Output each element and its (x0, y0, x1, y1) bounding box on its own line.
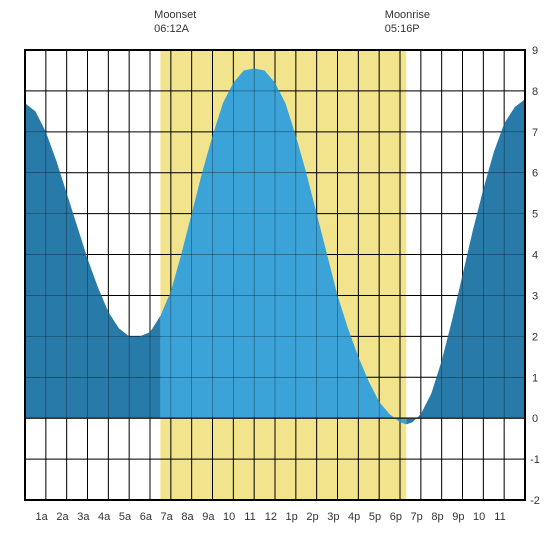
x-tick-label: 1p (286, 511, 298, 523)
x-tick-label: 8a (181, 511, 194, 523)
x-tick-label: 9p (452, 511, 464, 523)
x-tick-label: 4p (348, 511, 360, 523)
moonset-label: Moonset (154, 9, 196, 21)
moonset-time: 06:12A (154, 23, 190, 35)
x-tick-label: 5p (369, 511, 381, 523)
x-tick-label: 10 (223, 511, 235, 523)
y-tick-label: 1 (532, 372, 538, 384)
x-tick-label: 6a (140, 511, 153, 523)
tide-chart: -2-101234567891a2a3a4a5a6a7a8a9a1011121p… (0, 0, 550, 550)
x-tick-label: 9a (202, 511, 215, 523)
y-tick-label: 6 (532, 168, 538, 180)
moonrise-time: 05:16P (385, 23, 420, 35)
y-tick-label: 5 (532, 209, 538, 221)
x-tick-label: 11 (244, 511, 255, 523)
x-tick-label: 11 (494, 511, 505, 523)
y-tick-label: 9 (532, 45, 538, 57)
x-tick-label: 3a (77, 511, 90, 523)
y-tick-label: -2 (530, 495, 540, 507)
x-tick-label: 1a (36, 511, 49, 523)
x-tick-label: 2a (56, 511, 69, 523)
chart-svg: -2-101234567891a2a3a4a5a6a7a8a9a1011121p… (0, 0, 550, 550)
y-tick-label: 8 (532, 86, 538, 98)
y-tick-label: -1 (530, 454, 540, 466)
x-tick-label: 12 (265, 511, 277, 523)
y-tick-label: 4 (532, 250, 538, 262)
x-tick-label: 6p (390, 511, 402, 523)
y-tick-label: 7 (532, 127, 538, 139)
y-tick-label: 2 (532, 331, 538, 343)
x-tick-label: 7a (161, 511, 174, 523)
y-tick-label: 3 (532, 290, 538, 302)
y-tick-label: 0 (532, 413, 538, 425)
x-tick-label: 3p (327, 511, 339, 523)
x-tick-label: 2p (306, 511, 318, 523)
x-tick-label: 4a (98, 511, 111, 523)
moonrise-label: Moonrise (385, 9, 430, 21)
x-tick-label: 10 (473, 511, 485, 523)
x-tick-label: 5a (119, 511, 132, 523)
x-tick-label: 7p (411, 511, 423, 523)
x-tick-label: 8p (431, 511, 443, 523)
